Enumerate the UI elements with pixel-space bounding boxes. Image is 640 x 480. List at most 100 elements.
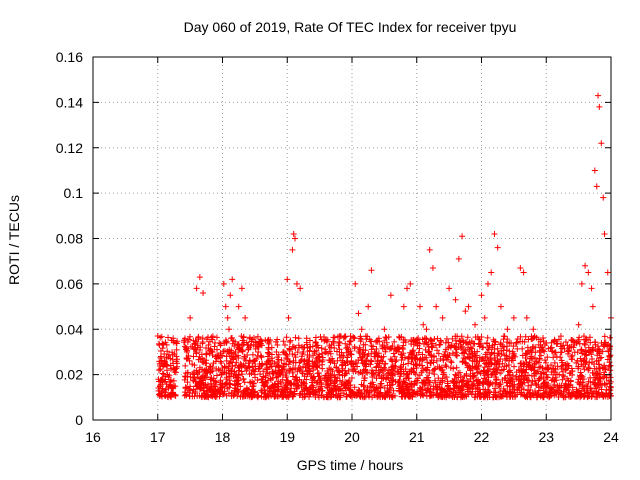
data-point — [292, 334, 299, 341]
data-point — [289, 246, 296, 253]
data-point — [379, 393, 386, 400]
data-point — [472, 334, 479, 341]
data-point — [560, 362, 567, 369]
y-tick-label: 0.12 — [56, 140, 83, 156]
data-point — [184, 369, 191, 376]
data-point — [556, 371, 563, 378]
data-point — [543, 371, 550, 378]
data-point — [187, 383, 194, 390]
data-point — [398, 351, 405, 358]
data-point — [521, 373, 528, 380]
data-point — [551, 337, 558, 344]
data-point — [596, 349, 603, 356]
data-point — [346, 387, 353, 394]
data-point — [382, 348, 389, 355]
data-point — [543, 379, 550, 386]
grid — [93, 57, 611, 420]
data-point — [556, 387, 563, 394]
data-point — [252, 339, 259, 346]
y-tick-label: 0.1 — [64, 185, 84, 201]
data-point — [586, 393, 593, 400]
data-point — [524, 377, 531, 384]
data-point — [343, 349, 350, 356]
data-point — [540, 393, 547, 400]
data-point — [219, 389, 226, 396]
data-point — [592, 339, 599, 346]
data-point — [390, 387, 397, 394]
data-point — [599, 391, 606, 398]
data-point — [497, 370, 504, 377]
data-point — [433, 303, 440, 310]
data-point — [439, 377, 446, 384]
data-point — [250, 367, 257, 374]
data-point — [473, 377, 480, 384]
data-point — [396, 388, 403, 395]
data-point — [268, 351, 275, 358]
data-point — [371, 348, 378, 355]
data-point — [274, 380, 281, 387]
data-point — [504, 388, 511, 395]
data-point — [418, 391, 425, 398]
data-point — [460, 377, 467, 384]
data-point — [600, 194, 607, 201]
data-point — [172, 369, 179, 376]
data-point — [528, 336, 535, 343]
data-point — [604, 269, 611, 276]
data-point — [232, 348, 239, 355]
data-point — [329, 368, 336, 375]
data-point — [174, 356, 181, 363]
data-point — [346, 392, 353, 399]
data-point — [520, 376, 527, 383]
data-point — [588, 351, 595, 358]
data-point — [453, 346, 460, 353]
data-point — [447, 364, 454, 371]
data-point — [186, 385, 193, 392]
data-point — [430, 353, 437, 360]
data-point — [374, 394, 381, 401]
data-point — [490, 394, 497, 401]
data-point — [540, 335, 547, 342]
data-point — [163, 367, 170, 374]
data-point — [399, 354, 406, 361]
data-point — [368, 350, 375, 357]
data-point — [497, 303, 504, 310]
data-point — [342, 362, 349, 369]
data-point — [511, 382, 518, 389]
data-point — [201, 372, 208, 379]
data-point — [498, 393, 505, 400]
data-point — [496, 383, 503, 390]
data-point — [387, 292, 394, 299]
data-point — [174, 363, 181, 370]
data-point — [453, 352, 460, 359]
data-point — [389, 372, 396, 379]
data-point — [293, 280, 300, 287]
data-point — [262, 390, 269, 397]
data-point — [569, 384, 576, 391]
data-point — [557, 333, 564, 340]
data-point — [472, 364, 479, 371]
data-point — [396, 334, 403, 341]
data-point — [190, 337, 197, 344]
data-point — [316, 353, 323, 360]
data-point — [583, 382, 590, 389]
data-point — [487, 379, 494, 386]
data-point — [405, 354, 412, 361]
data-point — [591, 374, 598, 381]
x-tick-label: 21 — [409, 429, 425, 445]
data-point — [167, 355, 174, 362]
data-point — [573, 359, 580, 366]
data-point — [412, 371, 419, 378]
data-point — [511, 363, 518, 370]
data-point — [517, 264, 524, 271]
data-point — [209, 336, 216, 343]
data-point — [434, 347, 441, 354]
data-point — [479, 379, 486, 386]
data-point — [424, 387, 431, 394]
data-point — [424, 366, 431, 373]
x-tick-label: 23 — [538, 429, 554, 445]
data-point — [313, 363, 320, 370]
data-point — [474, 348, 481, 355]
data-point — [601, 333, 608, 340]
data-point — [459, 359, 466, 366]
data-point — [273, 374, 280, 381]
